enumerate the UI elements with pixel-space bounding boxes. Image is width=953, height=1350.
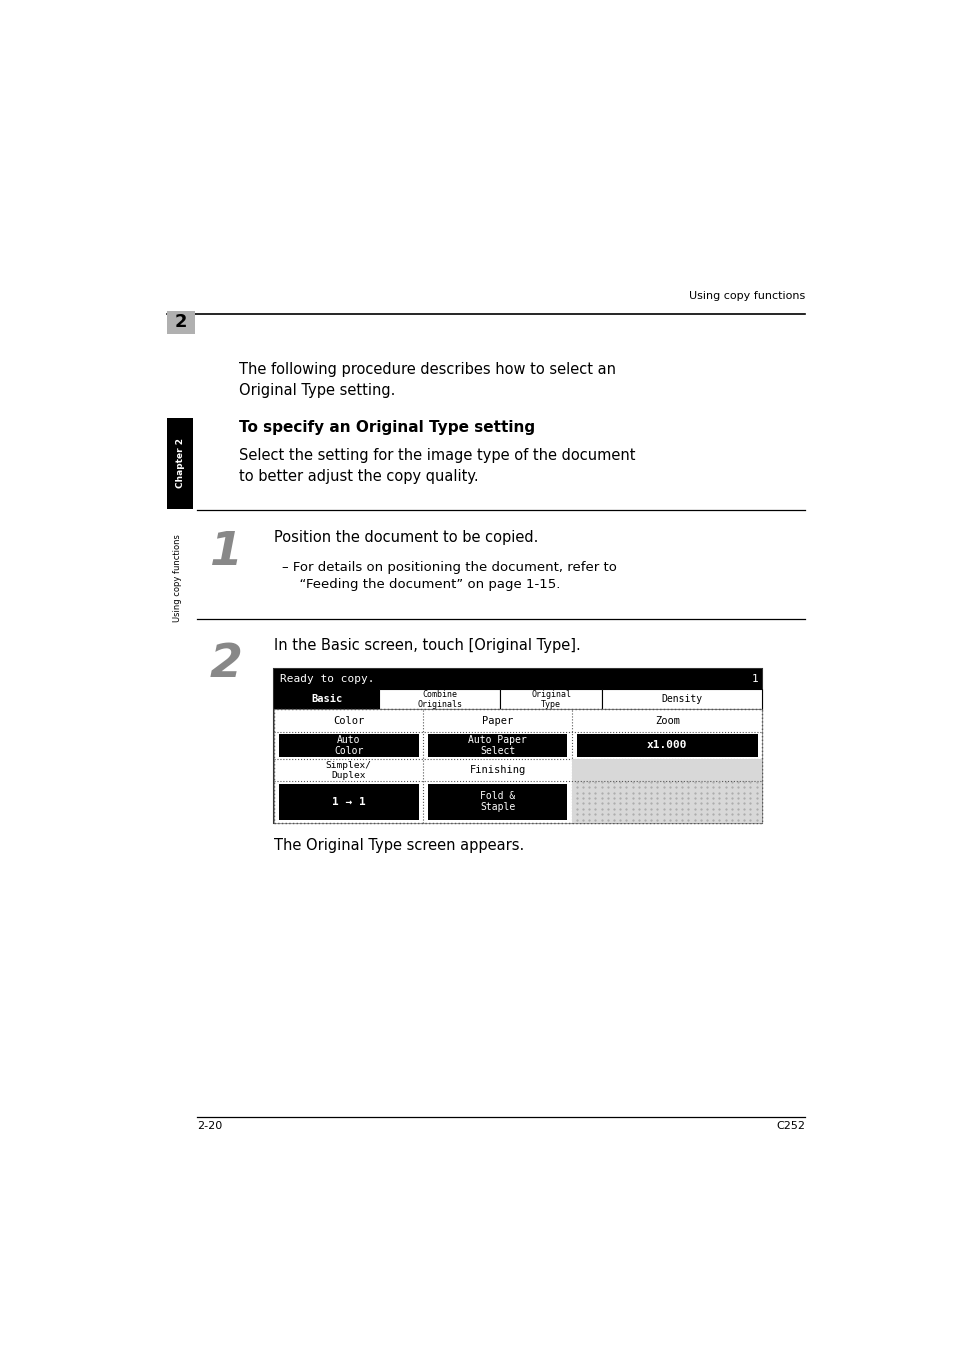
Text: Paper: Paper xyxy=(481,716,513,725)
Bar xyxy=(577,734,757,756)
Text: x1.000: x1.000 xyxy=(646,740,687,751)
Bar xyxy=(274,710,761,822)
Text: 1: 1 xyxy=(210,531,242,575)
Bar xyxy=(379,688,499,710)
Text: Zoom: Zoom xyxy=(654,716,679,725)
Text: The following procedure describes how to select an
Original Type setting.: The following procedure describes how to… xyxy=(239,362,616,398)
Bar xyxy=(499,688,601,710)
Text: Basic: Basic xyxy=(311,694,342,705)
Text: In the Basic screen, touch [Original Type].: In the Basic screen, touch [Original Typ… xyxy=(274,637,580,653)
Text: Using copy functions: Using copy functions xyxy=(688,292,804,301)
Bar xyxy=(427,783,567,819)
Bar xyxy=(274,688,379,710)
Text: Fold &
Staple: Fold & Staple xyxy=(479,791,515,813)
Text: Simplex/
Duplex: Simplex/ Duplex xyxy=(325,760,372,779)
Text: Ready to copy.: Ready to copy. xyxy=(280,674,375,683)
Text: C252: C252 xyxy=(776,1122,804,1131)
Text: To specify an Original Type setting: To specify an Original Type setting xyxy=(239,420,535,435)
Text: 2-20: 2-20 xyxy=(196,1122,222,1131)
Bar xyxy=(278,783,418,819)
Text: Color: Color xyxy=(333,716,364,725)
Text: 2: 2 xyxy=(174,313,188,331)
Text: The Original Type screen appears.: The Original Type screen appears. xyxy=(274,838,524,853)
Bar xyxy=(601,688,761,710)
Bar xyxy=(274,668,761,688)
Text: Select the setting for the image type of the document
to better adjust the copy : Select the setting for the image type of… xyxy=(239,448,636,483)
Text: 1 → 1: 1 → 1 xyxy=(332,796,365,807)
Text: Density: Density xyxy=(661,694,702,705)
Bar xyxy=(167,310,195,333)
Text: – For details on positioning the document, refer to: – For details on positioning the documen… xyxy=(282,560,617,574)
Bar xyxy=(278,734,418,756)
Text: Combine
Originals: Combine Originals xyxy=(416,690,462,709)
Text: “Feeding the document” on page 1-15.: “Feeding the document” on page 1-15. xyxy=(291,578,560,591)
Bar xyxy=(167,417,193,509)
Text: Finishing: Finishing xyxy=(469,765,525,775)
Text: Auto Paper
Select: Auto Paper Select xyxy=(468,734,526,756)
Bar xyxy=(427,734,567,756)
Text: Original
Type: Original Type xyxy=(531,690,571,709)
Text: Position the document to be copied.: Position the document to be copied. xyxy=(274,531,538,545)
Text: 2: 2 xyxy=(210,641,242,687)
Text: 1: 1 xyxy=(751,674,758,683)
Text: Chapter 2: Chapter 2 xyxy=(175,437,184,489)
Bar xyxy=(572,759,761,822)
Bar xyxy=(274,668,761,822)
Text: Auto
Color: Auto Color xyxy=(334,734,363,756)
Text: Using copy functions: Using copy functions xyxy=(172,533,182,622)
